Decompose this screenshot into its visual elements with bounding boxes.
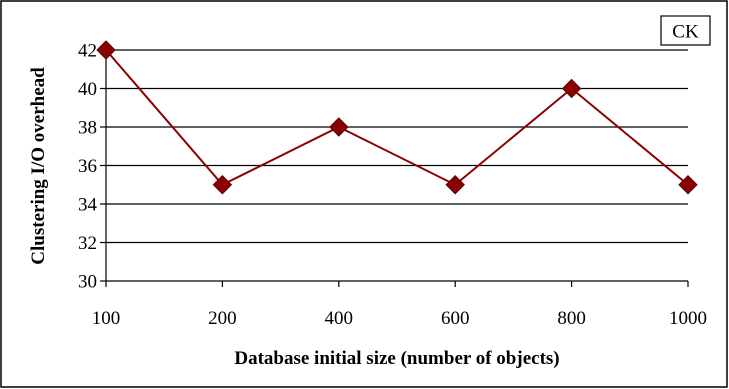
series-layer [96, 40, 698, 195]
data-point-marker [678, 175, 698, 195]
data-point-marker [212, 175, 233, 195]
data-point-marker [96, 40, 116, 60]
y-axis-label: Clustering I/O overhead [28, 67, 49, 265]
y-tick-label: 36 [78, 156, 97, 177]
legend-label: CK [672, 22, 699, 43]
y-tick-label: 30 [78, 272, 97, 293]
x-tick-label: 800 [557, 308, 586, 329]
data-point-marker [561, 78, 582, 99]
x-tick-label: 100 [92, 308, 121, 329]
y-tick-label: 40 [78, 79, 97, 100]
y-tick-label: 34 [78, 195, 98, 216]
series-line [105, 49, 689, 186]
x-tick-labels: 100 200 400 600 800 1000 [92, 308, 707, 329]
x-tick-label: 600 [441, 308, 470, 329]
x-tick-label: 1000 [669, 308, 707, 329]
y-tick-label: 42 [78, 41, 97, 62]
data-point-marker [445, 175, 465, 195]
x-tick-label: 200 [208, 308, 237, 329]
y-tick-label: 32 [78, 233, 97, 254]
x-tick-label: 400 [325, 308, 354, 329]
data-point-marker [329, 117, 349, 137]
x-axis-label: Database initial size (number of objects… [234, 348, 559, 369]
legend: CK [660, 15, 711, 46]
y-tick-label: 38 [78, 118, 97, 139]
y-tick-labels: 30 32 34 36 38 40 42 [78, 41, 98, 293]
legend-box [660, 15, 711, 46]
